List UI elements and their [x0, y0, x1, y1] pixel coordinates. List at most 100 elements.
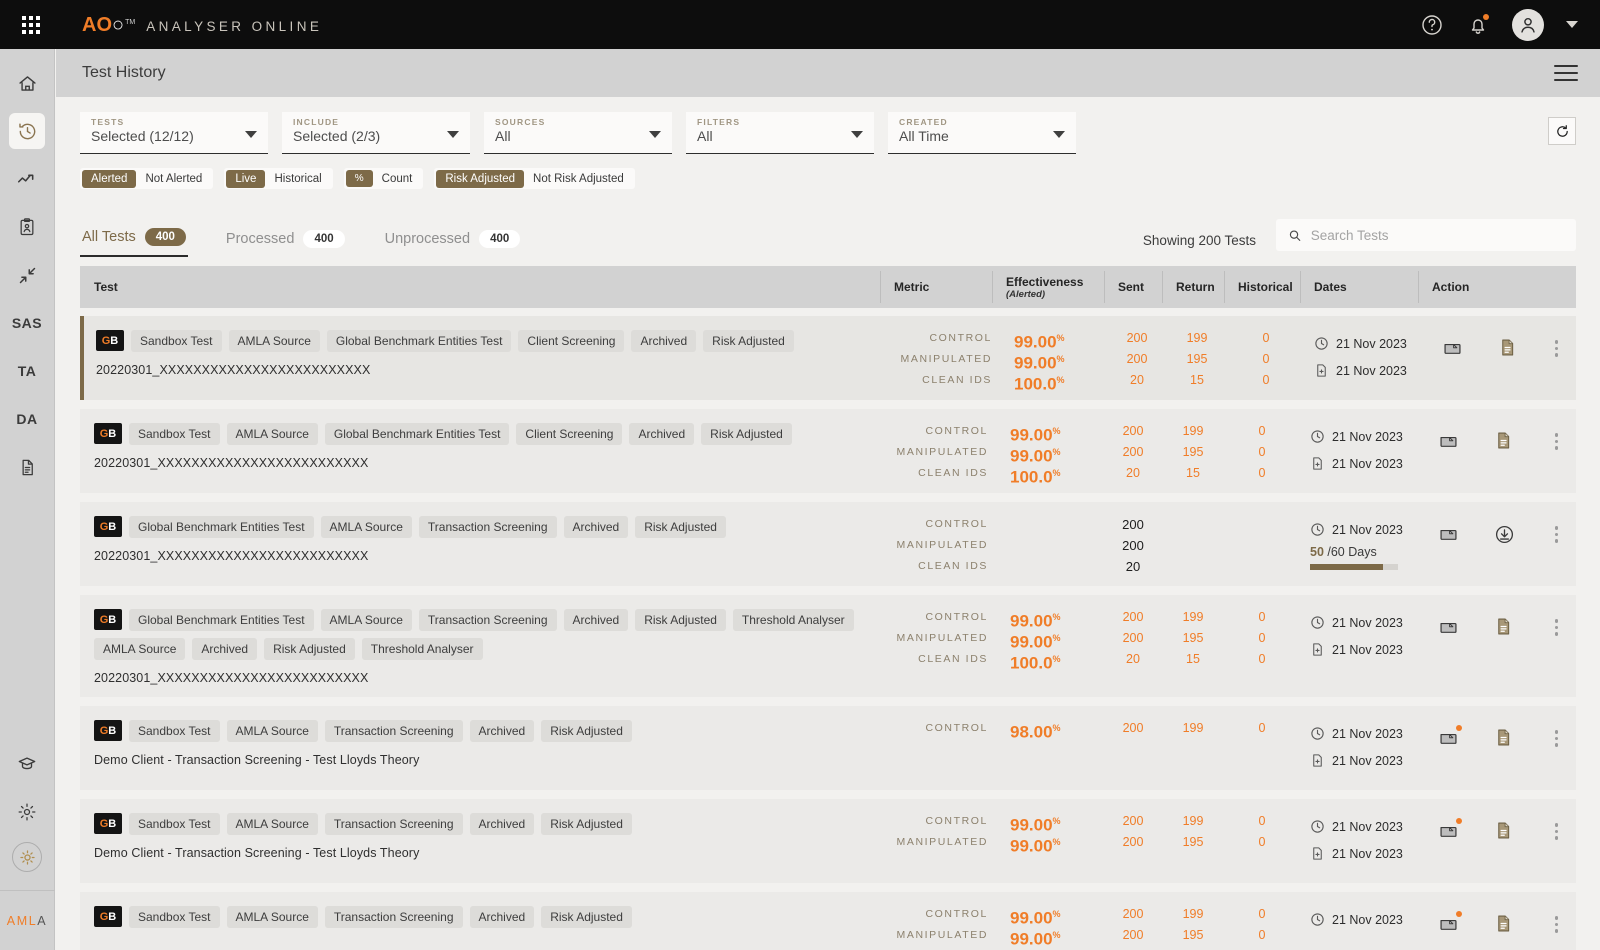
test-tag[interactable]: Risk Adjusted — [541, 906, 632, 928]
toggle-option[interactable]: Not Risk Adjusted — [533, 172, 624, 185]
column-header-sent[interactable]: Sent — [1104, 266, 1162, 308]
test-tag[interactable]: Transaction Screening — [324, 813, 463, 835]
test-tag[interactable]: Archived — [469, 720, 535, 742]
row-more-options-button[interactable] — [1554, 338, 1558, 357]
sidebar-item-documents[interactable] — [9, 449, 45, 485]
test-tag[interactable]: Risk Adjusted — [264, 638, 355, 660]
test-tag[interactable]: Client Screening — [516, 423, 623, 445]
sidebar-item-trends[interactable] — [9, 161, 45, 197]
notification-bell-icon[interactable] — [1466, 13, 1490, 37]
toggle-option[interactable]: % — [345, 170, 373, 187]
chevron-down-icon[interactable] — [649, 131, 661, 138]
test-tag[interactable]: Transaction Screening — [324, 720, 463, 742]
action-folder-button[interactable] — [1442, 338, 1464, 360]
test-tag[interactable]: Risk Adjusted — [541, 813, 632, 835]
test-tag[interactable]: Transaction Screening — [418, 516, 557, 538]
test-tag[interactable]: AMLA Source — [320, 516, 412, 538]
row-more-options-button[interactable] — [1554, 728, 1558, 747]
action-report-document-button[interactable] — [1494, 617, 1516, 639]
row-more-options-button[interactable] — [1554, 431, 1558, 450]
test-tag[interactable]: Sandbox Test — [129, 813, 220, 835]
search-input[interactable] — [1310, 227, 1564, 243]
user-avatar-icon[interactable] — [1512, 8, 1544, 41]
filter-select-created[interactable]: CREATED All Time — [888, 112, 1076, 154]
test-tag[interactable]: Archived — [563, 516, 629, 538]
row-more-options-button[interactable] — [1554, 524, 1558, 543]
test-tag[interactable]: Global Benchmark Entities Test — [324, 423, 510, 445]
toggle-option[interactable]: Not Alerted — [145, 172, 203, 185]
row-more-options-button[interactable] — [1554, 617, 1558, 636]
test-tag[interactable]: Global Benchmark Entities Test — [129, 609, 314, 631]
column-header-action[interactable]: Action — [1418, 266, 1576, 308]
test-tag[interactable]: AMLA Source — [228, 330, 320, 352]
apps-grid-icon[interactable] — [14, 8, 48, 42]
chevron-down-icon[interactable] — [1053, 131, 1065, 138]
tab-unprocessed[interactable]: Unprocessed 400 — [383, 230, 523, 257]
action-report-document-button[interactable] — [1494, 914, 1516, 936]
help-circle-icon[interactable] — [1420, 13, 1444, 37]
chevron-down-icon[interactable] — [245, 131, 257, 138]
sidebar-item-sas[interactable]: SAS — [9, 305, 45, 341]
test-tag[interactable]: Archived — [469, 906, 535, 928]
action-download-circle-button[interactable] — [1494, 524, 1516, 546]
row-more-options-button[interactable] — [1554, 821, 1558, 840]
chevron-down-icon[interactable] — [1566, 21, 1578, 28]
test-tag[interactable]: Global Benchmark Entities Test — [129, 516, 314, 538]
search-box[interactable] — [1276, 219, 1576, 251]
filter-select-filters[interactable]: FILTERS All — [686, 112, 874, 154]
test-tag[interactable]: Sandbox Test — [129, 423, 220, 445]
row-more-options-button[interactable] — [1554, 914, 1558, 933]
filter-select-include[interactable]: INCLUDE Selected (2/3) — [282, 112, 470, 154]
sidebar-item-compress[interactable] — [9, 257, 45, 293]
action-report-document-button[interactable] — [1498, 338, 1520, 360]
chevron-down-icon[interactable] — [851, 131, 863, 138]
action-folder-button[interactable] — [1438, 725, 1462, 750]
action-folder-button[interactable] — [1438, 911, 1462, 936]
test-tag[interactable]: Client Screening — [518, 330, 625, 352]
toggle-option[interactable]: Alerted — [82, 169, 137, 188]
test-tag[interactable]: Risk Adjusted — [703, 330, 794, 352]
filter-select-sources[interactable]: SOURCES All — [484, 112, 672, 154]
column-header-test[interactable]: Test — [94, 280, 118, 294]
action-folder-button[interactable] — [1438, 617, 1460, 639]
column-header-return[interactable]: Return — [1162, 266, 1224, 308]
chevron-down-icon[interactable] — [447, 131, 459, 138]
test-tag[interactable]: Risk Adjusted — [701, 423, 792, 445]
test-tag[interactable]: Threshold Analyser — [361, 638, 483, 660]
sidebar-item-learning[interactable] — [9, 746, 45, 782]
action-report-document-button[interactable] — [1494, 821, 1516, 843]
filter-select-tests[interactable]: TESTS Selected (12/12) — [80, 112, 268, 154]
test-tag[interactable]: Sandbox Test — [129, 720, 220, 742]
test-tag[interactable]: Archived — [469, 813, 535, 835]
theme-toggle-button[interactable] — [12, 842, 42, 872]
action-report-document-button[interactable] — [1494, 728, 1516, 750]
action-folder-button[interactable] — [1438, 431, 1460, 453]
tab-all-tests[interactable]: All Tests 400 — [80, 228, 188, 257]
action-folder-button[interactable] — [1438, 524, 1460, 546]
column-header-dates[interactable]: Dates — [1300, 266, 1418, 308]
test-tag[interactable]: Archived — [563, 609, 629, 631]
test-tag[interactable]: Sandbox Test — [129, 906, 220, 928]
toggle-option[interactable]: Live — [226, 169, 266, 188]
tab-processed[interactable]: Processed 400 — [224, 230, 347, 257]
sidebar-item-settings[interactable] — [9, 794, 45, 830]
test-tag[interactable]: Transaction Screening — [418, 609, 557, 631]
sidebar-item-ta[interactable]: TA — [9, 353, 45, 389]
action-report-document-button[interactable] — [1494, 431, 1516, 453]
test-tag[interactable]: Transaction Screening — [324, 906, 463, 928]
sidebar-item-da[interactable]: DA — [9, 401, 45, 437]
test-tag[interactable]: Archived — [192, 638, 258, 660]
test-tag[interactable]: Threshold Analyser — [732, 609, 854, 631]
test-tag[interactable]: AMLA Source — [226, 906, 318, 928]
column-header-historical[interactable]: Historical — [1224, 266, 1300, 308]
sidebar-item-home[interactable] — [9, 65, 45, 101]
test-tag[interactable]: Risk Adjusted — [635, 609, 726, 631]
column-header-effectiveness[interactable]: Effectiveness (Alerted) — [992, 266, 1104, 308]
